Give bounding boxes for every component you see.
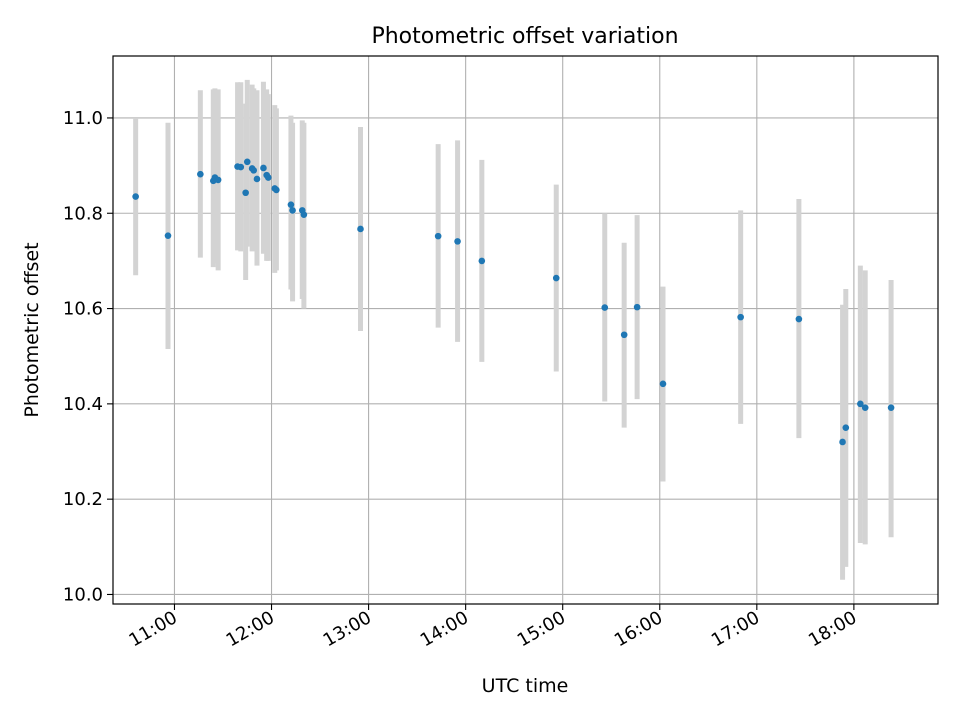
- data-point: [164, 232, 172, 239]
- data-point: [197, 170, 204, 178]
- data-point: [659, 380, 667, 388]
- data-point: [795, 315, 803, 323]
- data-point: [243, 158, 251, 166]
- y-tick-label: 10.4: [63, 394, 103, 415]
- data-point: [250, 167, 258, 174]
- data-point: [273, 186, 280, 194]
- data-point: [887, 404, 895, 411]
- data-point: [289, 207, 296, 214]
- y-tick-label: 10.8: [63, 203, 103, 224]
- data-point: [260, 164, 267, 172]
- data-point: [478, 257, 486, 265]
- data-point: [214, 176, 222, 184]
- data-point: [253, 175, 261, 183]
- data-point: [857, 400, 864, 408]
- data-point: [357, 225, 364, 233]
- y-tick-label: 11.0: [63, 108, 103, 129]
- data-point: [434, 232, 442, 240]
- y-tick-label: 10.0: [63, 584, 103, 605]
- y-axis-ticks: 10.0 10.2 10.4 10.6 10.8 11.0: [63, 108, 113, 605]
- data-point: [132, 193, 139, 200]
- data-point: [620, 331, 628, 339]
- y-axis-label: Photometric offset: [21, 242, 43, 417]
- data-point: [300, 211, 308, 218]
- data-point: [264, 174, 272, 181]
- data-point: [454, 238, 461, 245]
- data-point: [242, 189, 249, 197]
- y-tick-label: 10.6: [63, 299, 103, 320]
- data-point: [839, 438, 846, 446]
- data-point: [601, 304, 609, 311]
- data-point: [237, 163, 245, 171]
- data-point: [842, 424, 850, 431]
- data-point: [633, 303, 641, 311]
- chart-title: Photometric offset variation: [371, 24, 678, 49]
- x-axis-label: UTC time: [482, 675, 569, 697]
- data-point: [287, 201, 295, 208]
- data-points: [132, 158, 895, 446]
- plot-frame: [112, 55, 939, 605]
- y-tick-label: 10.2: [63, 489, 103, 510]
- data-point: [737, 313, 744, 321]
- data-point: [861, 404, 869, 411]
- data-point: [552, 274, 560, 282]
